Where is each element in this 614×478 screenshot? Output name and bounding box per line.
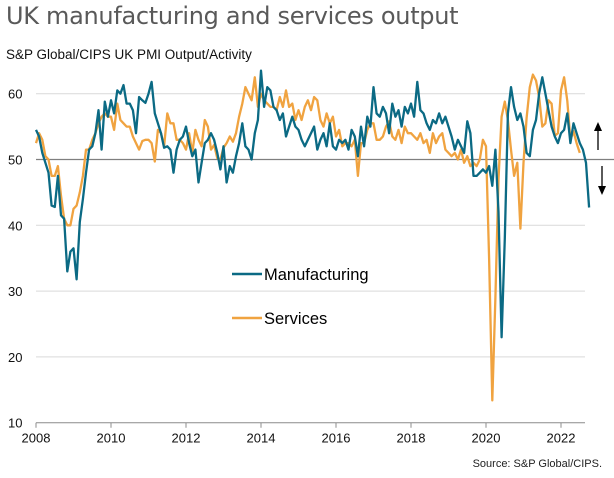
legend: Manufacturing Services	[232, 266, 369, 328]
x-tick-label: 2016	[322, 431, 351, 446]
x-axis: 2008 2010 2012 2014 2016 2018 2020 2022	[22, 422, 585, 446]
y-tick-label: 30	[8, 284, 22, 299]
x-tick-label: 2020	[472, 431, 501, 446]
series-line-services	[34, 73, 581, 402]
x-tick-label: 2008	[22, 431, 51, 446]
y-axis-ticks: 10 20 30 40 50 60	[8, 87, 22, 431]
chart-title: UK manufacturing and services output	[6, 2, 459, 30]
down-arrow-icon	[598, 166, 606, 195]
x-tick-label: 2014	[247, 431, 276, 446]
y-tick-label: 50	[8, 153, 22, 168]
legend-label-manufacturing: Manufacturing	[264, 266, 369, 284]
series-line-manufacturing	[34, 69, 591, 339]
y-tick-label: 60	[8, 87, 22, 102]
x-tick-label: 2012	[172, 431, 201, 446]
legend-label-services: Services	[264, 310, 327, 328]
y-tick-label: 40	[8, 218, 22, 233]
series-lines	[34, 69, 591, 402]
x-tick-label: 2018	[397, 431, 426, 446]
source-note: Source: S&P Global/CIPS.	[472, 458, 602, 470]
y-tick-label: 20	[8, 350, 22, 365]
up-arrow-icon	[594, 122, 602, 150]
x-tick-label: 2022	[547, 431, 576, 446]
y-tick-label: 10	[8, 416, 22, 431]
chart-subtitle: S&P Global/CIPS UK PMI Output/Activity	[6, 47, 252, 62]
x-tick-label: 2010	[97, 431, 126, 446]
